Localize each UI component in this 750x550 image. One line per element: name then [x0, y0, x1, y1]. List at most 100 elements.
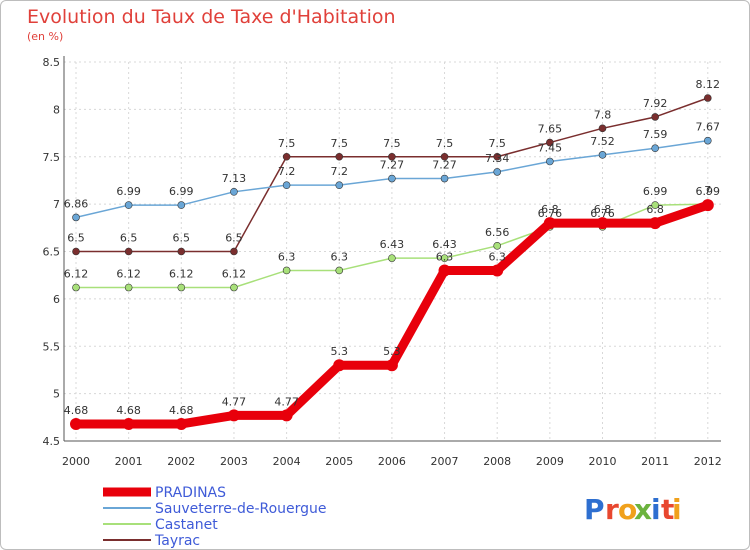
data-point	[438, 264, 451, 277]
data-point	[335, 152, 344, 161]
data-label: 6.12	[64, 268, 89, 281]
data-label: 6.5	[67, 232, 85, 245]
data-label: 6.8	[594, 203, 612, 216]
data-point	[175, 417, 188, 430]
data-point	[72, 283, 80, 292]
data-label: 5.3	[383, 345, 401, 358]
data-label: 8.12	[696, 78, 721, 91]
logo-letter: i	[651, 493, 661, 526]
logo-letter: x	[634, 493, 652, 526]
data-label: 7.27	[380, 159, 405, 172]
data-label: 6.86	[64, 197, 89, 210]
data-label: 7.5	[383, 137, 401, 150]
data-label: 7.52	[590, 135, 615, 148]
chart-title: Evolution du Taux de Taxe d'Habitation	[27, 6, 396, 28]
data-label: 7.65	[538, 123, 563, 136]
data-label: 6.43	[432, 238, 457, 251]
data-label: 6.3	[331, 250, 349, 263]
data-label: 6.5	[173, 232, 191, 245]
data-label: 7.5	[331, 137, 349, 150]
y-tick-label: 8.5	[43, 56, 61, 69]
data-point	[70, 417, 82, 430]
x-tick-label: 2011	[641, 455, 669, 468]
data-point	[440, 174, 449, 183]
data-label: 6.5	[120, 232, 138, 245]
data-label: 6.99	[116, 185, 141, 198]
data-point	[543, 217, 556, 230]
x-tick-label: 2000	[62, 455, 90, 468]
data-point	[230, 247, 238, 256]
data-point	[282, 181, 291, 189]
y-tick-label: 6.5	[43, 246, 61, 259]
data-label: 6.12	[169, 268, 194, 281]
data-label: 6.3	[488, 250, 506, 263]
data-label: 6.3	[436, 250, 454, 263]
data-point	[546, 138, 554, 147]
data-label: 4.68	[169, 404, 194, 417]
x-tick-label: 2002	[167, 455, 195, 468]
data-point	[333, 359, 346, 372]
data-point	[72, 247, 80, 256]
legend-label: PRADINAS	[155, 485, 226, 501]
x-tick-label: 2009	[536, 455, 564, 468]
x-tick-label: 2003	[220, 455, 248, 468]
data-label: 6.43	[380, 238, 405, 251]
data-point	[227, 409, 240, 422]
data-label: 6.76	[538, 207, 563, 220]
data-label: 6.8	[646, 203, 664, 216]
data-point	[651, 201, 659, 209]
data-point	[72, 213, 80, 222]
y-tick-label: 5.5	[43, 340, 61, 353]
data-label: 7.59	[643, 128, 668, 141]
data-point	[335, 181, 344, 189]
y-tick-label: 4.5	[43, 435, 61, 448]
data-point	[282, 152, 291, 161]
data-point	[701, 199, 714, 212]
data-label: 6.56	[485, 226, 510, 239]
data-point	[124, 201, 133, 209]
data-point	[177, 247, 186, 256]
data-point	[440, 152, 449, 161]
data-point	[124, 247, 133, 256]
logo-letter: r	[605, 493, 619, 526]
data-label: 4.77	[222, 395, 247, 408]
x-tick-label: 2006	[378, 455, 406, 468]
data-label: 6.99	[169, 185, 194, 198]
data-point	[440, 254, 449, 262]
legend-label: Castanet	[155, 517, 218, 533]
data-point	[385, 359, 398, 372]
x-tick-label: 2010	[589, 455, 617, 468]
data-label: 7.5	[488, 137, 506, 150]
data-point	[703, 94, 712, 102]
y-tick-label: 7	[53, 198, 60, 211]
data-point	[282, 266, 291, 275]
data-point	[491, 264, 504, 277]
data-label: 6.12	[116, 268, 141, 281]
data-point	[122, 417, 135, 430]
y-tick-label: 7.5	[43, 151, 61, 164]
data-label: 6.99	[696, 185, 721, 198]
data-label: 4.77	[274, 395, 299, 408]
data-label: 6.99	[643, 185, 668, 198]
data-label: 7.8	[594, 108, 612, 121]
data-point	[124, 283, 133, 292]
data-label: 7.45	[538, 141, 563, 154]
x-tick-label: 2007	[431, 455, 459, 468]
data-point	[598, 124, 607, 133]
logo-letter: t	[661, 493, 674, 526]
data-label: 6.8	[541, 203, 559, 216]
data-label: 7.92	[643, 97, 668, 110]
y-tick-label: 8	[53, 103, 60, 116]
data-label: 6.76	[590, 207, 615, 220]
data-point	[230, 283, 238, 292]
data-label: 6.3	[278, 250, 296, 263]
x-tick-label: 2008	[483, 455, 511, 468]
data-point	[493, 168, 502, 176]
y-tick-label: 5	[53, 388, 60, 401]
x-tick-label: 2004	[273, 455, 301, 468]
data-label: 7.2	[331, 165, 349, 178]
data-point	[649, 217, 662, 230]
logo-letter: o	[618, 493, 637, 526]
data-label: 7	[704, 184, 711, 197]
